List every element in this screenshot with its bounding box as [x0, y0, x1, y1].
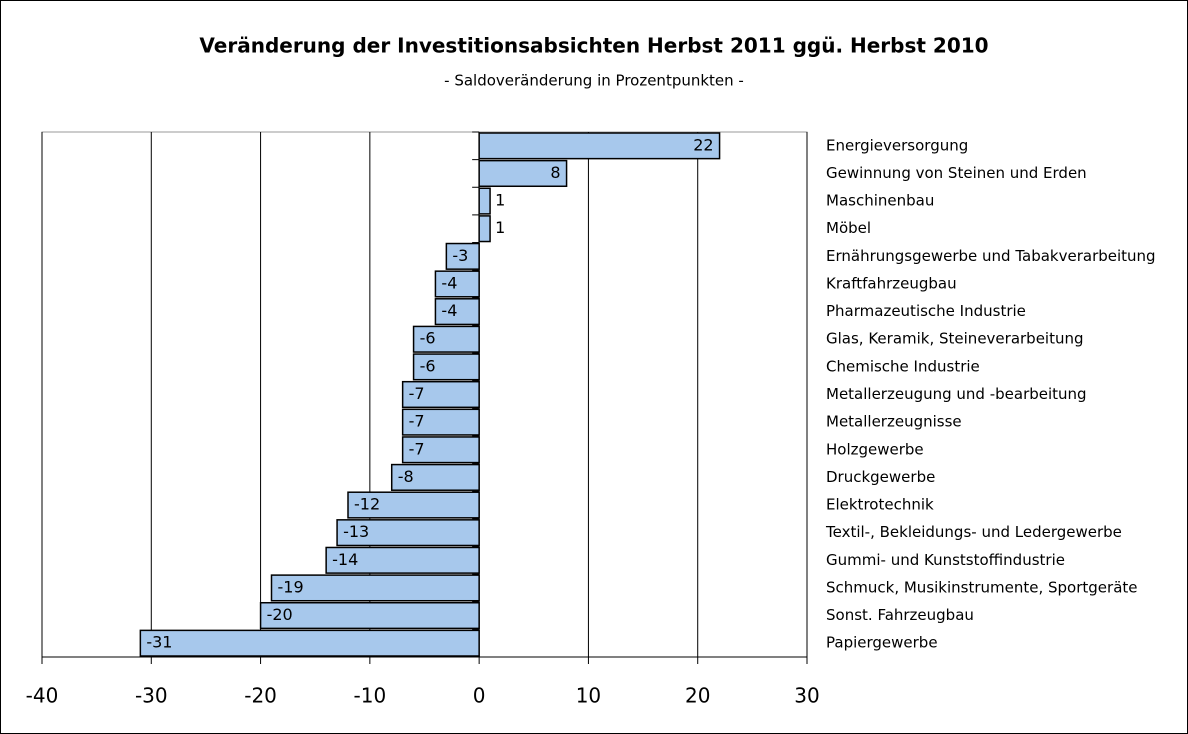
bar [478, 132, 721, 160]
data-label: -3 [452, 246, 468, 265]
data-label: 1 [495, 191, 505, 210]
chart-title: Veränderung der Investitionsabsichten He… [199, 34, 988, 58]
category-label: Metallerzeugnisse [826, 413, 962, 431]
bar [434, 298, 480, 326]
data-label: -20 [267, 605, 293, 624]
bar [270, 574, 480, 602]
data-label: -12 [354, 495, 380, 514]
x-tick-label: 20 [685, 684, 710, 708]
bar [434, 270, 480, 298]
chart-subtitle: - Saldoveränderung in Prozentpunkten - [444, 72, 744, 90]
data-label: -4 [441, 301, 457, 320]
data-label: -7 [409, 439, 425, 458]
category-label: Schmuck, Musikinstrumente, Sportgeräte [826, 578, 1138, 596]
bar [336, 519, 480, 547]
bar [478, 187, 491, 215]
category-label: Maschinenbau [826, 192, 934, 210]
data-label: -19 [278, 577, 304, 596]
data-label: -31 [146, 633, 172, 652]
x-tick-label: 10 [576, 684, 601, 708]
data-label: -6 [420, 356, 436, 375]
x-tick-label: -10 [354, 684, 387, 708]
category-label: Gewinnung von Steinen und Erden [826, 164, 1087, 182]
bar [347, 491, 480, 519]
bar [259, 601, 480, 630]
bar [401, 436, 480, 464]
x-tick-label: -40 [26, 684, 59, 708]
category-label: Glas, Keramik, Steineverarbeitung [826, 330, 1084, 348]
category-label: Chemische Industrie [826, 357, 980, 375]
category-label: Metallerzeugung und -bearbeitung [826, 385, 1087, 403]
category-label: Sonst. Fahrzeugbau [826, 606, 974, 624]
x-tick-label: 0 [473, 684, 486, 708]
data-label: -14 [332, 550, 358, 569]
category-label: Papiergewerbe [826, 634, 938, 652]
bar [401, 408, 480, 436]
bar [390, 463, 480, 491]
data-label: -7 [409, 412, 425, 431]
bar [478, 215, 491, 243]
category-label: Möbel [826, 219, 871, 237]
data-label: -7 [409, 384, 425, 403]
bar [139, 629, 480, 657]
bar [401, 380, 480, 409]
data-label: -8 [398, 467, 414, 486]
data-label: -4 [441, 273, 457, 292]
category-label: Elektrotechnik [826, 496, 934, 514]
bar [412, 353, 480, 381]
data-label: 22 [693, 135, 713, 154]
category-label: Druckgewerbe [826, 468, 935, 486]
bar [412, 325, 480, 353]
x-tick-label: -30 [135, 684, 168, 708]
data-label: 8 [550, 163, 560, 182]
data-label: 1 [495, 218, 505, 237]
data-label: -6 [420, 329, 436, 348]
category-label: Energieversorgung [826, 136, 968, 154]
bar [445, 242, 480, 270]
data-label: -13 [343, 522, 369, 541]
x-tick-label: 30 [794, 684, 819, 708]
bar [478, 159, 568, 188]
category-label: Kraftfahrzeugbau [826, 274, 957, 292]
category-label: Gummi- und Kunststoffindustrie [826, 551, 1065, 569]
category-label: Ernährungsgewerbe und Tabakverarbeitung [826, 247, 1156, 265]
category-label: Holzgewerbe [826, 440, 924, 458]
category-label: Pharmazeutische Industrie [826, 302, 1026, 320]
category-label: Textil-, Bekleidungs- und Ledergewerbe [825, 523, 1122, 541]
x-tick-label: -20 [244, 684, 277, 708]
bar [325, 546, 480, 574]
